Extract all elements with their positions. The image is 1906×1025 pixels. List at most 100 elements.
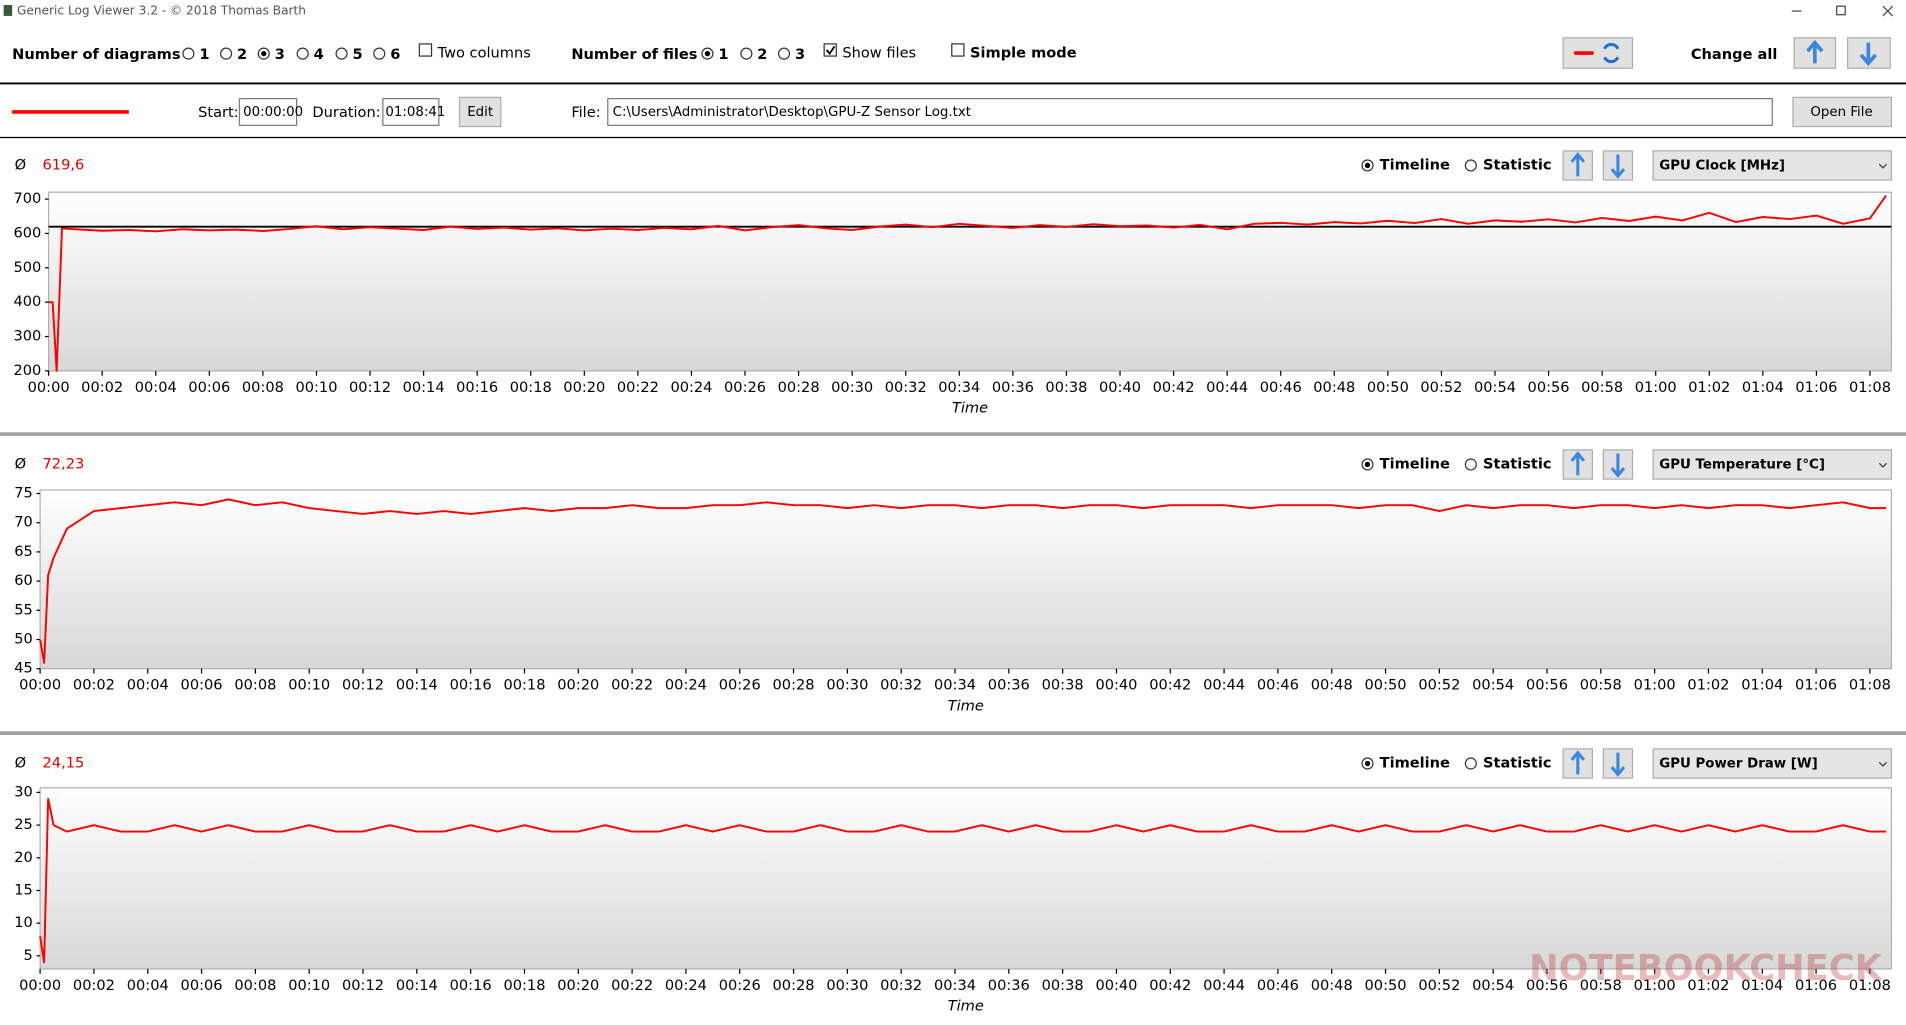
x-tick-label: 00:34 [934, 677, 976, 694]
dropdown-arrow [1878, 761, 1887, 767]
y-tick-label: 600 [14, 224, 42, 241]
radio-button[interactable] [373, 47, 386, 60]
close-button[interactable] [1882, 5, 1894, 17]
file-input[interactable] [607, 97, 1773, 126]
swap-icon [1603, 42, 1620, 64]
checkbox-label: Two columns [437, 45, 531, 62]
duration-input[interactable] [382, 97, 440, 126]
checkbox[interactable] [951, 43, 965, 57]
x-tick-label: 00:04 [127, 677, 169, 694]
color-swap-button[interactable] [1562, 37, 1634, 69]
x-tick-label: 01:00 [1635, 379, 1677, 396]
x-tick-label: 00:38 [1045, 379, 1087, 396]
radio-button[interactable] [740, 47, 753, 60]
x-tick-label: 00:54 [1474, 379, 1516, 396]
x-tick-label: 00:18 [503, 977, 545, 994]
sensor-dropdown[interactable] [1652, 449, 1893, 480]
y-tick-label: 50 [14, 631, 33, 648]
mode-option: Timeline [1380, 755, 1450, 772]
restore-button[interactable] [1836, 5, 1846, 16]
radio-button[interactable] [182, 47, 195, 60]
y-tick-label: 700 [14, 190, 42, 207]
diagram-option: 3 [275, 46, 285, 63]
up-icon [1570, 451, 1586, 476]
mode-option: Timeline [1380, 156, 1450, 173]
y-tick-label: 500 [14, 259, 42, 276]
y-tick-label: 20 [14, 849, 33, 866]
sensor-dropdown[interactable] [1652, 150, 1893, 181]
x-tick-label: 00:20 [557, 977, 599, 994]
y-tick-label: 65 [14, 543, 33, 560]
x-tick-label: 00:06 [188, 379, 230, 396]
up-icon [1570, 152, 1586, 177]
x-tick-label: 00:52 [1418, 977, 1460, 994]
radio-button[interactable] [1464, 757, 1477, 770]
x-tick-label: 00:08 [242, 379, 284, 396]
start-input[interactable] [238, 97, 298, 126]
x-tick-label: 00:10 [295, 379, 337, 396]
duration-label: Duration: [312, 104, 380, 121]
x-tick-label: 00:36 [988, 977, 1030, 994]
checkbox[interactable] [418, 43, 433, 57]
x-tick-label: 00:22 [617, 379, 659, 396]
plot-area [39, 787, 1893, 970]
sensor-name: GPU Temperature [°C] [1659, 457, 1825, 472]
radio-button[interactable] [1464, 159, 1477, 172]
open-file-button[interactable] [1792, 96, 1893, 128]
radio-button[interactable] [335, 47, 348, 60]
x-tick-label: 00:42 [1149, 677, 1191, 694]
x-tick-label: 01:02 [1687, 977, 1729, 994]
dropdown-arrow [1878, 462, 1887, 468]
y-tick-label: 70 [14, 514, 33, 531]
x-tick-label: 01:02 [1688, 379, 1730, 396]
mean-value: 72,23 [43, 455, 85, 472]
plot-area [39, 489, 1893, 670]
x-tick-label: 01:06 [1795, 677, 1837, 694]
sensor-name: GPU Clock [MHz] [1659, 158, 1785, 173]
sensor-dropdown[interactable] [1652, 748, 1893, 779]
x-tick-label: 01:04 [1741, 977, 1783, 994]
radio-button[interactable] [220, 47, 233, 60]
diagram-option: 1 [199, 46, 209, 63]
x-tick-label: 00:52 [1420, 379, 1462, 396]
x-tick-label: 00:48 [1311, 977, 1353, 994]
x-tick-label: 00:12 [342, 677, 384, 694]
x-tick-label: 00:32 [880, 677, 922, 694]
radio-button[interactable] [1464, 458, 1477, 471]
watermark: NOTEBOOKCHECK [1529, 948, 1883, 989]
x-tick-label: 00:30 [826, 677, 868, 694]
diagram-option: 5 [353, 46, 363, 63]
radio-dot [261, 50, 267, 57]
x-tick-label: 00:46 [1260, 379, 1302, 396]
x-tick-label: 00:32 [880, 977, 922, 994]
x-tick-label: 00:22 [611, 677, 653, 694]
x-tick-label: 00:48 [1313, 379, 1355, 396]
x-tick-label: 01:08 [1849, 379, 1891, 396]
start-value: 00:00:00 [243, 105, 303, 120]
x-tick-label: 00:02 [81, 379, 123, 396]
y-tick-label: 300 [14, 328, 42, 345]
x-tick-label: 00:38 [1042, 977, 1084, 994]
x-tick-label: 00:10 [288, 677, 330, 694]
x-tick-label: 00:08 [234, 677, 276, 694]
edit-button[interactable] [458, 96, 502, 128]
up-icon [1806, 39, 1824, 64]
y-tick-label: 45 [14, 660, 33, 677]
y-tick-label: 60 [14, 572, 33, 589]
x-tick-label: 00:06 [181, 677, 223, 694]
radio-button[interactable] [296, 47, 309, 60]
file-option: 3 [795, 46, 805, 63]
x-tick-label: 01:00 [1634, 677, 1676, 694]
mode-option: Statistic [1483, 156, 1552, 173]
x-tick-label: 00:58 [1581, 379, 1623, 396]
x-tick-label: 01:06 [1795, 379, 1837, 396]
x-tick-label: 00:22 [611, 977, 653, 994]
mode-option: Timeline [1380, 455, 1450, 472]
x-tick-label: 00:58 [1580, 977, 1622, 994]
radio-button[interactable] [777, 47, 791, 60]
mean-value: 619,6 [43, 156, 85, 173]
diagram-option: 6 [390, 46, 400, 63]
x-tick-label: 00:52 [1418, 677, 1460, 694]
